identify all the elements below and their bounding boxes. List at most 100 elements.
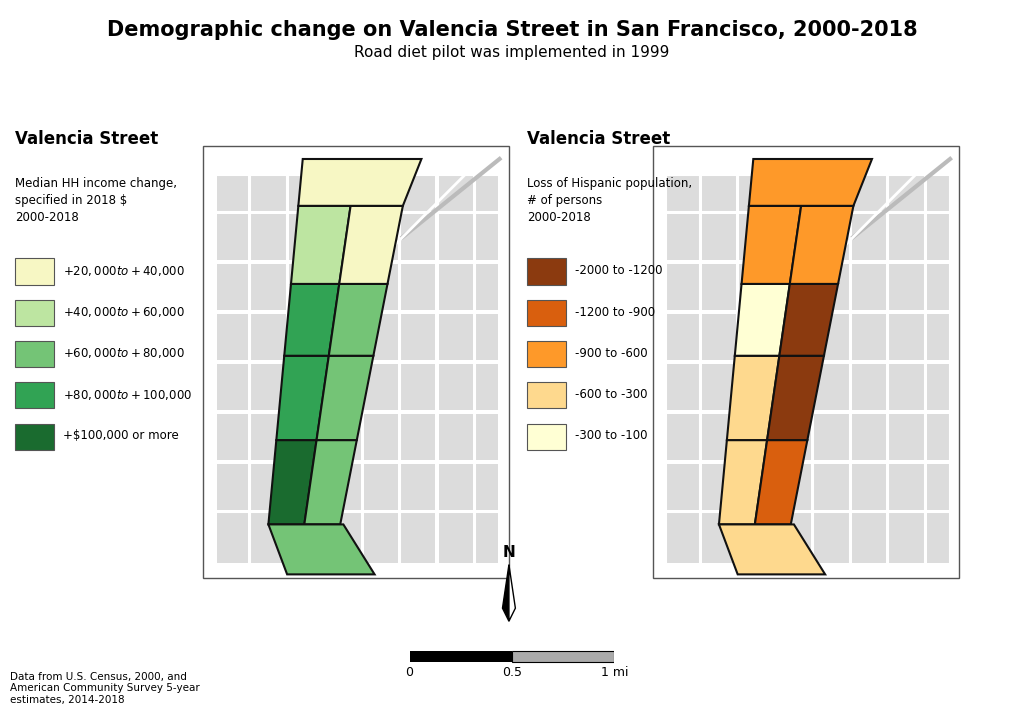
Polygon shape bbox=[779, 284, 838, 355]
Bar bbox=[814, 264, 849, 311]
Bar bbox=[251, 463, 286, 510]
Bar bbox=[289, 513, 323, 563]
Bar bbox=[289, 413, 323, 460]
Bar bbox=[438, 513, 473, 563]
Bar bbox=[289, 176, 323, 211]
Bar bbox=[289, 463, 323, 510]
Bar bbox=[438, 413, 473, 460]
Bar bbox=[438, 214, 473, 261]
Bar bbox=[251, 214, 286, 261]
Bar bbox=[401, 513, 435, 563]
Bar bbox=[438, 313, 473, 361]
Bar bbox=[251, 313, 286, 361]
Bar bbox=[739, 264, 773, 311]
Bar bbox=[814, 363, 849, 411]
Bar bbox=[476, 463, 498, 510]
Bar bbox=[251, 363, 286, 411]
Bar bbox=[217, 463, 248, 510]
Bar bbox=[364, 214, 398, 261]
Bar bbox=[889, 176, 924, 211]
Bar bbox=[217, 413, 248, 460]
Text: Data from U.S. Census, 2000, and
American Community Survey 5-year
estimates, 201: Data from U.S. Census, 2000, and America… bbox=[10, 672, 200, 705]
Polygon shape bbox=[329, 284, 387, 355]
Polygon shape bbox=[285, 284, 339, 355]
Bar bbox=[852, 513, 886, 563]
Text: Median HH income change,
specified in 2018 $
2000-2018: Median HH income change, specified in 20… bbox=[15, 177, 177, 224]
Bar bbox=[889, 264, 924, 311]
Bar bbox=[668, 413, 698, 460]
Bar bbox=[217, 363, 248, 411]
Text: +$20,000 to +$40,000: +$20,000 to +$40,000 bbox=[63, 264, 185, 278]
Text: -900 to -600: -900 to -600 bbox=[575, 347, 648, 360]
Bar bbox=[852, 176, 886, 211]
Bar bbox=[401, 463, 435, 510]
Bar bbox=[814, 176, 849, 211]
Bar bbox=[889, 214, 924, 261]
Bar bbox=[438, 463, 473, 510]
Bar bbox=[217, 313, 248, 361]
Text: Road diet pilot was implemented in 1999: Road diet pilot was implemented in 1999 bbox=[354, 45, 670, 60]
Bar bbox=[814, 313, 849, 361]
Bar bbox=[364, 413, 398, 460]
Bar bbox=[701, 413, 736, 460]
Bar bbox=[777, 463, 811, 510]
Bar bbox=[476, 214, 498, 261]
Bar bbox=[289, 214, 323, 261]
Bar bbox=[668, 363, 698, 411]
Bar bbox=[289, 363, 323, 411]
Bar bbox=[401, 363, 435, 411]
Polygon shape bbox=[268, 524, 375, 574]
Bar bbox=[401, 176, 435, 211]
Bar bbox=[668, 313, 698, 361]
Bar bbox=[251, 264, 286, 311]
Bar bbox=[668, 513, 698, 563]
Polygon shape bbox=[790, 206, 853, 284]
Bar bbox=[438, 176, 473, 211]
Polygon shape bbox=[316, 355, 374, 440]
Polygon shape bbox=[509, 565, 515, 621]
Bar bbox=[701, 214, 736, 261]
Text: Valencia Street: Valencia Street bbox=[15, 130, 159, 148]
Bar bbox=[327, 463, 360, 510]
Bar bbox=[701, 513, 736, 563]
Bar bbox=[814, 463, 849, 510]
Bar bbox=[852, 313, 886, 361]
Bar bbox=[739, 463, 773, 510]
Bar bbox=[777, 264, 811, 311]
Bar bbox=[701, 363, 736, 411]
Text: +$80,000 to +$100,000: +$80,000 to +$100,000 bbox=[63, 387, 193, 402]
Text: 1 mi: 1 mi bbox=[601, 665, 628, 678]
Polygon shape bbox=[755, 440, 807, 524]
Bar bbox=[927, 413, 948, 460]
Text: +$60,000 to +$80,000: +$60,000 to +$80,000 bbox=[63, 346, 185, 361]
Bar bbox=[364, 363, 398, 411]
Bar bbox=[251, 176, 286, 211]
Bar bbox=[852, 413, 886, 460]
Bar bbox=[777, 313, 811, 361]
Text: +$100,000 or more: +$100,000 or more bbox=[63, 429, 179, 442]
Bar bbox=[327, 214, 360, 261]
Bar bbox=[814, 513, 849, 563]
Text: -300 to -100: -300 to -100 bbox=[575, 429, 648, 442]
Bar bbox=[739, 513, 773, 563]
Text: +$40,000 to +$60,000: +$40,000 to +$60,000 bbox=[63, 305, 185, 319]
Bar bbox=[814, 214, 849, 261]
Bar bbox=[701, 313, 736, 361]
Bar bbox=[927, 176, 948, 211]
Bar bbox=[401, 313, 435, 361]
Bar bbox=[701, 176, 736, 211]
Bar bbox=[410, 651, 512, 662]
Bar bbox=[852, 264, 886, 311]
Bar bbox=[777, 214, 811, 261]
Bar bbox=[701, 264, 736, 311]
Bar bbox=[327, 413, 360, 460]
Bar bbox=[739, 214, 773, 261]
Bar bbox=[814, 413, 849, 460]
Bar bbox=[889, 513, 924, 563]
Bar bbox=[927, 264, 948, 311]
Bar bbox=[668, 176, 698, 211]
Bar bbox=[739, 313, 773, 361]
Text: Valencia Street: Valencia Street bbox=[527, 130, 671, 148]
Bar bbox=[889, 363, 924, 411]
Bar bbox=[739, 176, 773, 211]
